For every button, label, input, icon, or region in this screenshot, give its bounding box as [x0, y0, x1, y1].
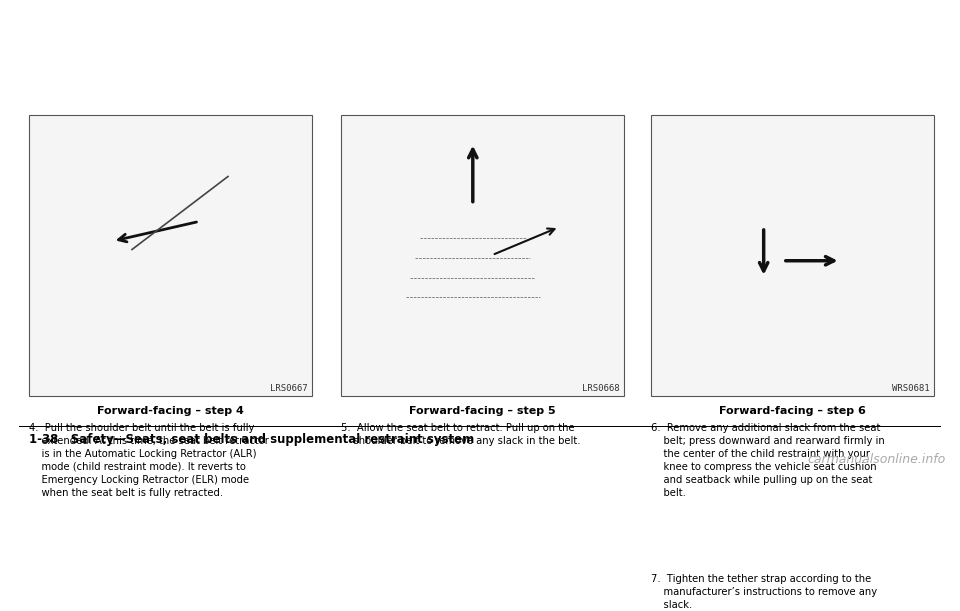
Text: 4.  Pull the shoulder belt until the belt is fully
    extended. At this time, t: 4. Pull the shoulder belt until the belt…: [29, 423, 269, 498]
Bar: [29, 115, 312, 395]
Bar: [651, 115, 934, 395]
Text: carmanualsonline.info: carmanualsonline.info: [807, 453, 946, 466]
Text: WRS0681: WRS0681: [892, 384, 929, 393]
Text: LRS0667: LRS0667: [270, 384, 307, 393]
Bar: [341, 115, 624, 395]
Text: Forward-facing – step 4: Forward-facing – step 4: [97, 406, 244, 416]
Text: Forward-facing – step 5: Forward-facing – step 5: [409, 406, 556, 416]
Text: Forward-facing – step 6: Forward-facing – step 6: [719, 406, 866, 416]
Text: 7.  Tighten the tether strap according to the
    manufacturer’s instructions to: 7. Tighten the tether strap according to…: [651, 574, 877, 610]
Bar: [19, 425, 941, 427]
Text: 5.  Allow the seat belt to retract. Pull up on the
    shoulder belt to remove a: 5. Allow the seat belt to retract. Pull …: [341, 423, 580, 446]
Text: 6.  Remove any additional slack from the seat
    belt; press downward and rearw: 6. Remove any additional slack from the …: [651, 423, 884, 498]
Text: LRS0668: LRS0668: [582, 384, 619, 393]
Text: 1-38   Safety—Seats, seat belts and supplemental restraint system: 1-38 Safety—Seats, seat belts and supple…: [29, 433, 474, 446]
